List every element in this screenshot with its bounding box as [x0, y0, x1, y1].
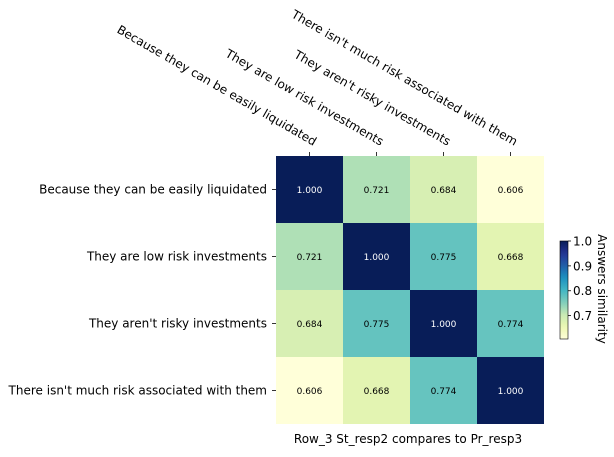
heatmap-cell-value: 0.606	[498, 186, 524, 196]
x-tick-label: There isn't much risk associated with th…	[288, 7, 520, 149]
heatmap-cell	[410, 357, 477, 424]
colorbar-ticks: 0.7 0.8 0.9 1.0	[568, 235, 592, 323]
heatmap-cell	[477, 156, 544, 223]
heatmap-cell	[410, 290, 477, 357]
heatmap-cell-value: 0.684	[297, 320, 323, 330]
y-axis-ticks: Because they can be easily liquidated The…	[8, 183, 276, 398]
colorbar-tick-label: 0.9	[573, 259, 592, 273]
heatmap-cell	[343, 223, 410, 290]
heatmap-cell	[276, 156, 343, 223]
heatmap-cell	[477, 357, 544, 424]
colorbar-tick-label: 0.7	[573, 309, 592, 323]
colorbar-label: Answers similarity	[595, 234, 609, 344]
heatmap-cell-value: 0.775	[431, 253, 457, 263]
heatmap-cell	[410, 156, 477, 223]
heatmap-cell	[343, 156, 410, 223]
heatmap-cell-value: 0.684	[431, 186, 457, 196]
heatmap-cell-value: 0.668	[498, 253, 524, 263]
heatmap-cell-value: 1.000	[498, 387, 524, 397]
heatmap-cell-labels: 1.000 0.721 0.684 0.606 0.721 1.000 0.775 0.668…	[297, 186, 524, 397]
colorbar-tick-label: 0.8	[573, 284, 592, 298]
colorbar: 0.7 0.8 0.9 1.0 Answers similarity	[559, 234, 609, 344]
heatmap-cell-value: 0.721	[297, 253, 323, 263]
heatmap-cell	[477, 223, 544, 290]
heatmap-cell	[276, 223, 343, 290]
colorbar-gradient	[559, 240, 569, 340]
x-axis-ticks: Because they can be easily liquidatedThe…	[115, 7, 520, 156]
heatmap-cell	[410, 223, 477, 290]
y-tick-label: Because they can be easily liquidated	[39, 183, 267, 197]
heatmap-cell-value: 0.668	[364, 387, 390, 397]
heatmap-cell	[343, 290, 410, 357]
heatmap-cell	[276, 357, 343, 424]
y-tick-label: There isn't much risk associated with th…	[8, 384, 267, 398]
heatmap-cell-value: 0.721	[364, 186, 390, 196]
heatmap-cell	[276, 290, 343, 357]
heatmap-cell	[343, 357, 410, 424]
heatmap-cell-value: 0.606	[297, 387, 323, 397]
heatmap-cell-value: 0.774	[498, 320, 524, 330]
heatmap-cell-value: 0.775	[364, 320, 390, 330]
heatmap-cells	[276, 156, 544, 424]
y-tick-label: They aren't risky investments	[88, 317, 267, 331]
x-axis-label: Row_3 St_resp2 compares to Pr_resp3	[294, 432, 522, 446]
heatmap-cell-value: 1.000	[431, 320, 457, 330]
heatmap-cell-value: 1.000	[297, 186, 323, 196]
colorbar-tick-label: 1.0	[573, 235, 592, 249]
heatmap-cell-value: 1.000	[364, 253, 390, 263]
heatmap-cell-value: 0.774	[431, 387, 457, 397]
heatmap-cell	[477, 290, 544, 357]
y-tick-label: They are low risk investments	[86, 250, 267, 264]
